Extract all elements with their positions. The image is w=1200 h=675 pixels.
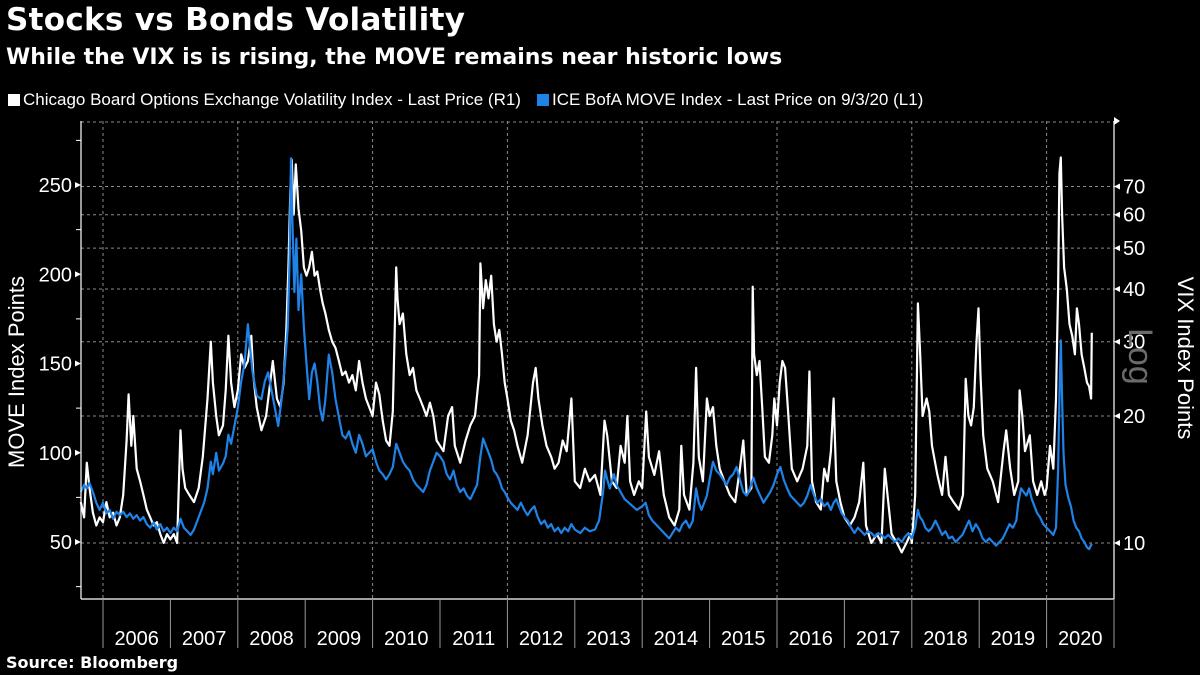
right-axis-tick: [1114, 412, 1120, 419]
right-axis-tick-label: 20: [1123, 406, 1145, 428]
axes: 50 100 150 200 250 10 20 30 40 50 60 70 2006 2007 2008…: [39, 117, 1145, 650]
x-axis-tick-label: 2008: [249, 628, 294, 650]
right-axis-arrow: [1114, 117, 1120, 125]
left-axis-tick: [75, 449, 81, 456]
gridlines: [81, 121, 1114, 599]
right-axis-tick: [1114, 211, 1120, 218]
x-axis-tick-label: 2010: [384, 628, 429, 650]
left-axis-tick-label: 250: [39, 175, 72, 197]
legend-item-move: ICE BofA MOVE Index - Last Price on 9/3/…: [536, 90, 924, 110]
log-scale-label: Log: [1121, 328, 1159, 385]
right-axis-tick: [1114, 183, 1120, 190]
right-axis-tick-label: 30: [1123, 332, 1145, 354]
right-axis-tick: [1114, 338, 1120, 345]
right-axis-tick-label: 10: [1123, 533, 1145, 555]
x-axis-tick-label: 2012: [519, 628, 564, 650]
right-axis-title: VIX Index Points: [1173, 277, 1198, 440]
x-axis-tick-label: 2014: [654, 628, 699, 650]
x-axis-tick-label: 2007: [182, 628, 227, 650]
right-axis-tick: [1114, 245, 1120, 252]
legend: Chicago Board Options Exchange Volatilit…: [8, 90, 939, 110]
right-axis-tick: [1114, 285, 1120, 292]
right-axis-tick: [1114, 540, 1120, 546]
vix-index-line: [79, 156, 1093, 554]
left-axis-tick: [75, 360, 81, 367]
x-axis-tick-label: 2018: [923, 628, 968, 650]
right-axis-tick-label: 60: [1123, 205, 1145, 227]
right-axis-tick-label: 40: [1123, 279, 1145, 301]
legend-item-vix: Chicago Board Options Exchange Volatilit…: [8, 90, 521, 110]
chart-subtitle: While the VIX is is rising, the MOVE rem…: [6, 45, 783, 70]
left-axis-tick-label: 150: [39, 354, 72, 376]
left-axis-tick-label: 200: [39, 264, 72, 286]
legend-label-move: ICE BofA MOVE Index - Last Price on 9/3/…: [551, 90, 924, 109]
left-axis-title: MOVE Index Points: [4, 276, 29, 468]
legend-swatch-vix: [8, 94, 20, 106]
right-axis-tick-label: 70: [1123, 176, 1145, 198]
x-axis-tick-label: 2016: [788, 628, 833, 650]
x-axis-tick-label: 2019: [991, 628, 1036, 650]
x-axis-tick-label: 2015: [721, 628, 766, 650]
x-axis-tick-label: 2009: [317, 628, 362, 650]
left-axis-tick: [75, 182, 81, 188]
legend-swatch-move: [536, 94, 549, 106]
chart-title: Stocks vs Bonds Volatility: [6, 2, 466, 38]
x-axis-tick-label: 2017: [856, 628, 901, 650]
x-axis-tick-label: 2011: [452, 628, 495, 650]
x-axis-tick-label: 2006: [114, 628, 159, 650]
series-layer: [79, 156, 1093, 554]
legend-label-vix: Chicago Board Options Exchange Volatilit…: [23, 90, 521, 109]
right-axis-tick-label: 50: [1123, 238, 1145, 260]
left-axis-tick: [75, 271, 81, 278]
x-axis-tick-label: 2020: [1058, 628, 1103, 650]
source-note: Source: Bloomberg: [6, 653, 179, 672]
left-axis-tick: [75, 539, 81, 545]
move-index-line: [79, 157, 1093, 551]
x-axis-tick-label: 2013: [586, 628, 631, 650]
left-axis-tick-label: 50: [50, 532, 72, 554]
left-axis-tick-label: 100: [39, 443, 72, 465]
